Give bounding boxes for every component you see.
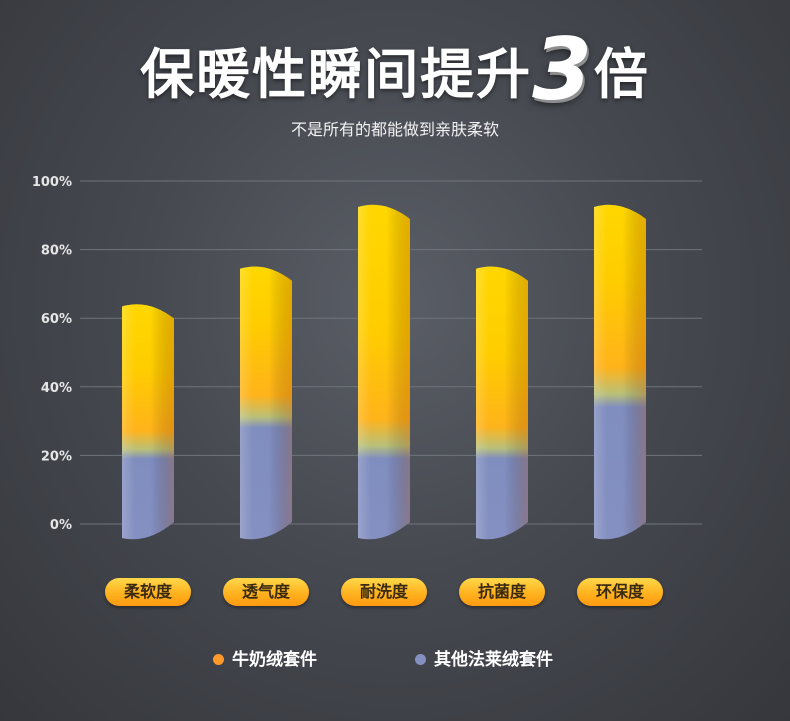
category-label-1: 柔软度 (105, 578, 191, 606)
bar-shade-4 (476, 266, 528, 540)
bar-shade-5 (594, 204, 646, 540)
title-main: 保暖性瞬间提升 (140, 43, 533, 106)
y-tick-label: 100% (32, 175, 72, 190)
legend-dot-series-1 (213, 654, 224, 665)
y-tick-label: 60% (41, 312, 72, 327)
category-label-4: 抗菌度 (459, 578, 545, 606)
bar-shade-2 (240, 266, 292, 540)
bar-shade-1 (122, 304, 174, 540)
y-tick-label: 40% (41, 381, 72, 396)
legend-item-series-2: 其他法莱绒套件 (415, 648, 553, 672)
category-label-3: 耐洗度 (341, 578, 427, 606)
y-tick-label: 0% (50, 518, 72, 533)
bars (122, 204, 646, 540)
legend-dot-series-2 (415, 654, 426, 665)
title-number: 3 (532, 20, 594, 120)
title-wrap: 保暖性瞬间提升3倍 (0, 27, 790, 115)
legend-label-series-1: 牛奶绒套件 (232, 650, 317, 670)
bar-shade-3 (358, 204, 410, 540)
page-subtitle: 不是所有的都能做到亲肤柔软 (290, 120, 499, 139)
category-label-5: 环保度 (577, 578, 663, 606)
category-label-2: 透气度 (223, 578, 309, 606)
y-tick-label: 20% (41, 449, 72, 464)
y-axis: 100% 80% 60% 40% 20% 0% (32, 175, 72, 533)
title-tail: 倍 (593, 43, 650, 106)
page-title: 保暖性瞬间提升3倍 (140, 27, 650, 115)
y-tick-label: 80% (41, 244, 72, 259)
legend-label-series-2: 其他法莱绒套件 (434, 650, 553, 670)
legend-item-series-1: 牛奶绒套件 (213, 648, 317, 672)
